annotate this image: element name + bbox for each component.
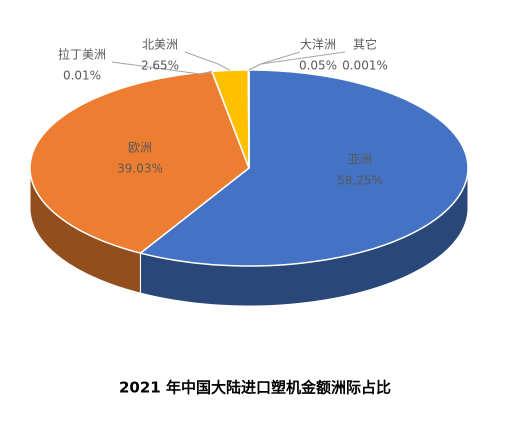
slice-label: 欧洲 xyxy=(128,141,152,155)
leader-line xyxy=(111,61,213,75)
value-label: 0.05% xyxy=(299,59,337,73)
slice-label: 北美洲 xyxy=(142,38,178,52)
leader-line xyxy=(248,51,301,71)
value-label: 58.25% xyxy=(337,174,383,188)
slice-label: 其它 xyxy=(353,37,377,52)
value-label: 39.03% xyxy=(117,162,163,176)
value-label: 0.01% xyxy=(63,69,101,83)
slice xyxy=(29,70,250,254)
chart-title: 2021 年中国大陆进口塑机金额洲际占比 xyxy=(119,379,391,397)
value-label: 2.65% xyxy=(141,59,179,73)
slice-label: 亚洲 xyxy=(348,153,372,167)
slice-label: 拉丁美洲 xyxy=(58,47,106,62)
leader-line xyxy=(248,51,346,71)
slice xyxy=(138,69,469,267)
value-label: 0.001% xyxy=(342,59,388,73)
leader-line xyxy=(184,51,231,71)
slice xyxy=(210,69,250,169)
slice-label: 大洋洲 xyxy=(300,37,336,52)
